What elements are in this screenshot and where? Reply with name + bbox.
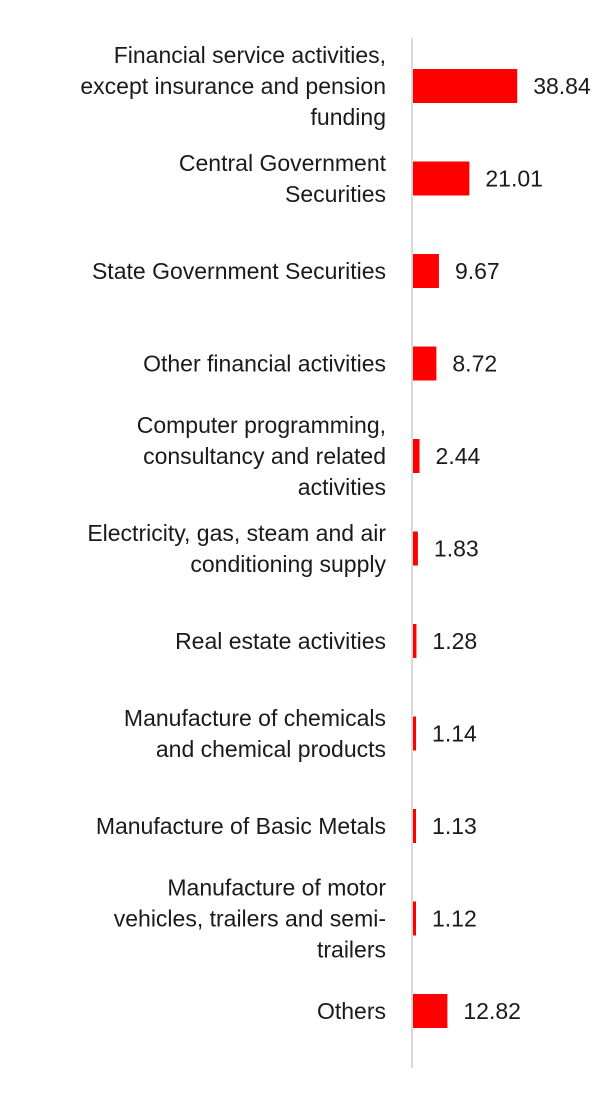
bar-row: Central Government Securities 21.01 xyxy=(179,150,543,207)
category-label-line: conditioning supply xyxy=(190,551,386,577)
category-label-line: Others xyxy=(317,998,386,1024)
category-label-line: Central Government xyxy=(179,150,387,176)
value-label: 1.13 xyxy=(432,813,477,839)
category-label: Real estate activities xyxy=(175,628,386,654)
category-label: Manufacture of chemicals and chemical pro… xyxy=(124,705,386,762)
value-label: 1.14 xyxy=(432,721,477,747)
category-label-line: Securities xyxy=(285,181,386,207)
value-label: 38.84 xyxy=(533,73,591,99)
category-label-line: Real estate activities xyxy=(175,628,386,654)
bar xyxy=(413,994,448,1028)
bar xyxy=(413,809,417,843)
category-label-line: Manufacture of motor xyxy=(167,875,386,901)
category-label-line: Computer programming, xyxy=(137,412,386,438)
category-label: Other financial activities xyxy=(143,351,386,377)
value-label: 1.28 xyxy=(432,628,477,654)
category-label: Financial service activities, except insu… xyxy=(80,42,386,130)
bar-row: Others 12.82 xyxy=(317,994,521,1028)
bar xyxy=(413,69,518,103)
category-label-line: Electricity, gas, steam and air xyxy=(87,520,386,546)
bar xyxy=(413,439,420,473)
category-label-line: trailers xyxy=(317,937,386,963)
category-label-line: Other financial activities xyxy=(143,351,386,377)
bar xyxy=(413,531,418,566)
value-label: 2.44 xyxy=(436,443,481,469)
bar xyxy=(413,901,417,936)
bar-row: Real estate activities 1.28 xyxy=(175,624,477,658)
category-label: Electricity, gas, steam and air condition… xyxy=(87,520,386,577)
category-label: Manufacture of Basic Metals xyxy=(96,813,386,839)
bar xyxy=(413,254,439,288)
category-label-line: and chemical products xyxy=(156,736,386,762)
category-label-line: activities xyxy=(298,474,386,500)
bar-row: Other financial activities 8.72 xyxy=(143,346,497,381)
category-label: Manufacture of motor vehicles, trailers a… xyxy=(114,875,387,963)
chart-rows: Financial service activities, except insu… xyxy=(80,42,591,1028)
category-label-line: funding xyxy=(311,104,386,130)
category-label-line: except insurance and pension xyxy=(80,73,386,99)
bar-row: Computer programming, consultancy and rel… xyxy=(137,412,481,500)
bar-row: Financial service activities, except insu… xyxy=(80,42,591,130)
category-label-line: Financial service activities, xyxy=(114,42,386,68)
category-label-line: vehicles, trailers and semi- xyxy=(114,906,386,932)
category-label: Computer programming, consultancy and rel… xyxy=(137,412,386,500)
value-label: 21.01 xyxy=(485,166,543,192)
value-label: 12.82 xyxy=(463,998,521,1024)
category-label-line: Manufacture of Basic Metals xyxy=(96,813,386,839)
bar xyxy=(413,161,470,196)
value-label: 8.72 xyxy=(452,351,497,377)
value-label: 1.83 xyxy=(434,536,479,562)
bar-row: Manufacture of chemicals and chemical pro… xyxy=(124,705,477,762)
bar xyxy=(413,624,417,658)
category-label-line: State Government Securities xyxy=(92,258,386,284)
category-label: Central Government Securities xyxy=(179,150,387,207)
category-label-line: consultancy and related xyxy=(143,443,386,469)
category-label-line: Manufacture of chemicals xyxy=(124,705,386,731)
bar-row: Manufacture of Basic Metals 1.13 xyxy=(96,809,477,843)
bar xyxy=(413,346,437,381)
value-label: 1.12 xyxy=(432,906,477,932)
category-label: State Government Securities xyxy=(92,258,386,284)
bar-row: State Government Securities 9.67 xyxy=(92,254,500,288)
bar-row: Manufacture of motor vehicles, trailers a… xyxy=(114,875,477,963)
category-label: Others xyxy=(317,998,386,1024)
bar xyxy=(413,716,417,751)
bar-row: Electricity, gas, steam and air condition… xyxy=(87,520,478,577)
value-label: 9.67 xyxy=(455,258,500,284)
